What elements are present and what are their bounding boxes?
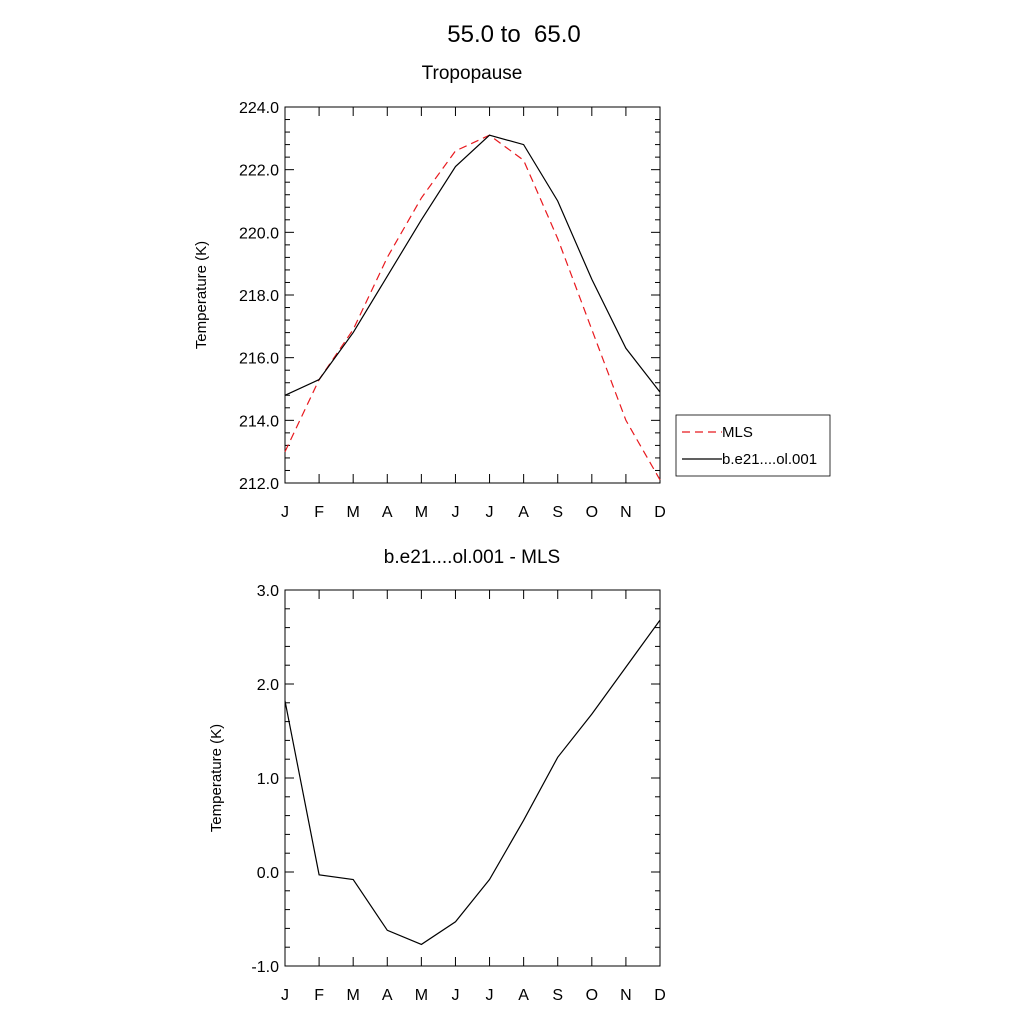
- x-tick-label: A: [518, 504, 529, 521]
- y-axis-label: Temperature (K): [193, 241, 210, 349]
- x-tick-label: M: [347, 504, 360, 521]
- legend: MLS b.e21....ol.001: [675, 414, 831, 477]
- legend-label: MLS: [722, 424, 753, 441]
- x-tick-label: F: [314, 504, 324, 521]
- chart-panel-2: b.e21....ol.001 - MLS J F M A M J J A S O N D -1.0 0.0…: [208, 547, 666, 1004]
- plot-frame: [284, 106, 661, 484]
- y-tick-label: 3.0: [257, 583, 279, 600]
- legend-box: [675, 414, 831, 477]
- series-line-difference: [284, 619, 661, 946]
- series-line-mls: [284, 134, 661, 481]
- plot-frame: [284, 589, 661, 967]
- x-tick-label: D: [654, 987, 666, 1004]
- y-tick-label: -1.0: [251, 959, 279, 976]
- x-tick-label: F: [314, 987, 324, 1004]
- figure-title: 55.0 to 65.0: [447, 21, 580, 48]
- legend-label: b.e21....ol.001: [722, 451, 817, 468]
- y-tick-label: 0.0: [257, 865, 279, 882]
- x-tick-label: A: [382, 987, 393, 1004]
- y-tick-label: 214.0: [239, 413, 279, 430]
- x-tick-label: N: [620, 987, 632, 1004]
- y-tick-label: 222.0: [239, 163, 279, 180]
- panels: Tropopause J F M A M J J A S O N D 212.0 214.0 216.0 218…: [193, 63, 831, 1004]
- x-tick-label: J: [451, 504, 459, 521]
- x-tick-label: J: [486, 987, 494, 1004]
- y-tick-label: 2.0: [257, 677, 279, 694]
- x-tick-label: A: [382, 504, 393, 521]
- y-tick-label: 218.0: [239, 288, 279, 305]
- y-axis-label: Temperature (K): [208, 724, 225, 832]
- x-tick-label: M: [415, 987, 428, 1004]
- chart-panel-1: Tropopause J F M A M J J A S O N D 212.0 214.0 216.0 218…: [193, 63, 831, 521]
- panel-title: Tropopause: [422, 63, 523, 84]
- x-tick-label: A: [518, 987, 529, 1004]
- series-line-b-e21-ol-001: [284, 134, 661, 396]
- x-tick-label: M: [347, 987, 360, 1004]
- x-tick-label: J: [281, 504, 289, 521]
- x-tick-label: D: [654, 504, 666, 521]
- x-tick-label: S: [552, 504, 563, 521]
- x-tick-label: J: [281, 987, 289, 1004]
- y-tick-label: 220.0: [239, 225, 279, 242]
- y-tick-label: 212.0: [239, 476, 279, 493]
- x-tick-label: J: [451, 987, 459, 1004]
- x-tick-label: O: [586, 987, 598, 1004]
- x-tick-label: J: [486, 504, 494, 521]
- x-tick-label: O: [586, 504, 598, 521]
- y-tick-label: 216.0: [239, 351, 279, 368]
- y-tick-label: 224.0: [239, 100, 279, 117]
- y-tick-label: 1.0: [257, 771, 279, 788]
- x-tick-label: S: [552, 987, 563, 1004]
- panel-title: b.e21....ol.001 - MLS: [384, 547, 560, 568]
- x-tick-label: M: [415, 504, 428, 521]
- x-tick-label: N: [620, 504, 632, 521]
